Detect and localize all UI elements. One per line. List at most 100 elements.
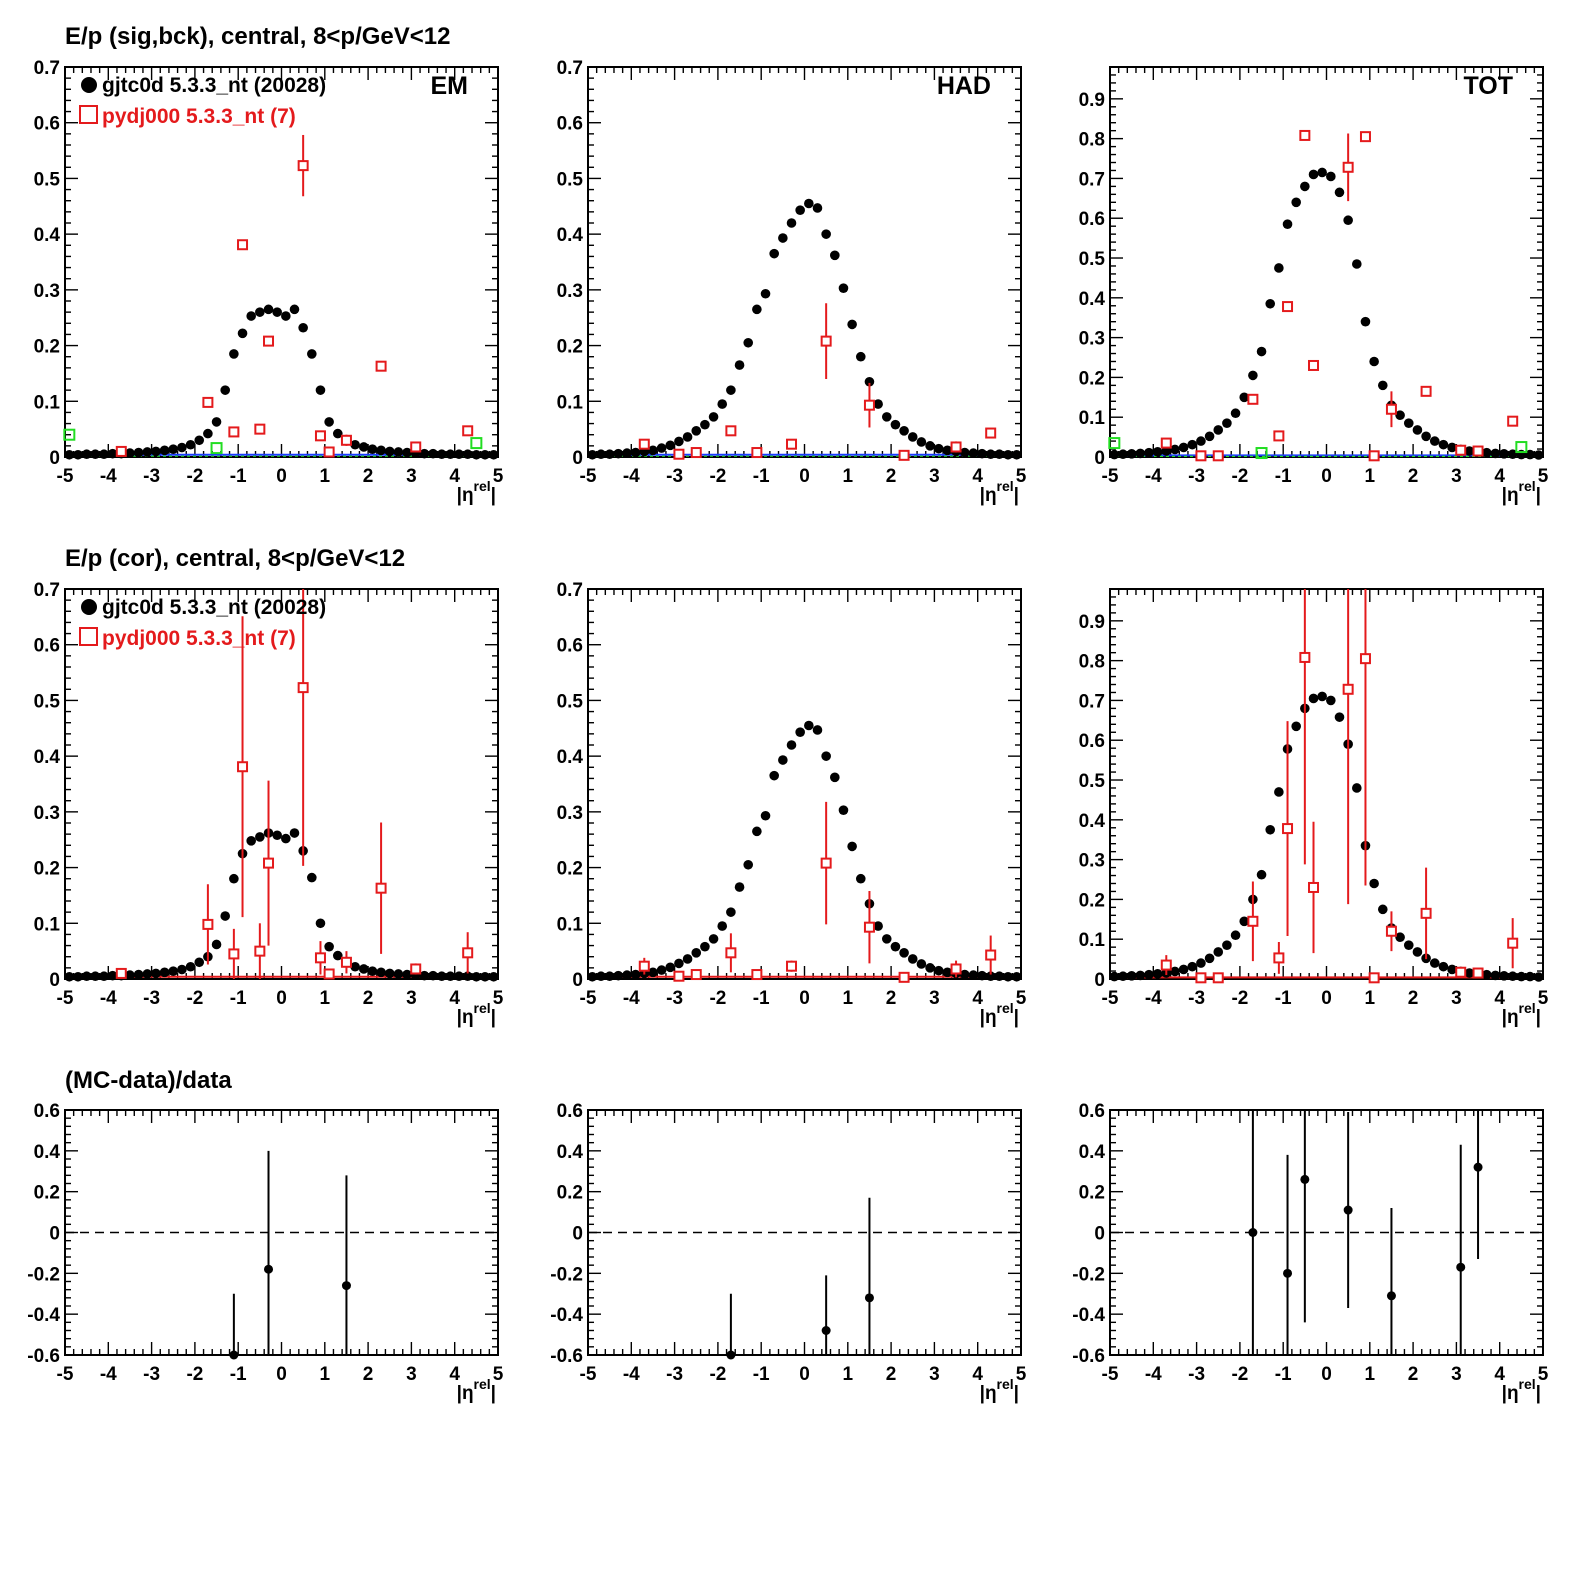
x-tick-label: -1 xyxy=(230,466,247,487)
mc-point xyxy=(1282,823,1294,835)
x-axis-title-sup: rel xyxy=(1519,1376,1536,1392)
x-axis-title-base: |η xyxy=(980,1383,997,1404)
y-tick-label: 0 xyxy=(1094,1224,1105,1245)
y-tick-label: 0.4 xyxy=(1079,289,1106,310)
mc-point xyxy=(228,948,240,960)
x-tick-label: -5 xyxy=(580,1364,597,1385)
data-point xyxy=(298,322,308,333)
data-point xyxy=(263,304,274,315)
mc-point xyxy=(690,969,702,981)
data-point xyxy=(185,961,196,972)
data-point xyxy=(1499,971,1509,981)
y-tick-label: 0 xyxy=(49,1224,60,1245)
data-point xyxy=(890,419,901,430)
mc-point xyxy=(786,960,798,972)
data-point xyxy=(1126,449,1137,459)
data-point xyxy=(786,740,797,750)
ratio-point xyxy=(1283,1268,1293,1278)
ratio-point xyxy=(864,1293,874,1303)
x-tick-label: 0 xyxy=(1321,988,1332,1009)
x-axis-title: |ηrel| xyxy=(1502,1376,1541,1404)
data-point xyxy=(142,969,153,979)
mc-point xyxy=(323,446,335,458)
mc-point xyxy=(985,427,997,439)
data-point xyxy=(648,445,658,456)
green-point xyxy=(1108,437,1121,450)
data-point xyxy=(229,349,239,359)
ratio-point xyxy=(1300,1174,1310,1184)
data-point xyxy=(358,442,369,452)
ratio-point xyxy=(1386,1291,1396,1301)
y-tick-label: 0.5 xyxy=(1079,249,1106,270)
data-point xyxy=(1499,449,1509,459)
y-tick-label: 0.2 xyxy=(557,1183,583,1204)
ratio-point xyxy=(1473,1162,1483,1172)
data-point xyxy=(1516,971,1527,982)
data-point xyxy=(665,440,676,451)
data-point xyxy=(1109,449,1120,460)
data-point xyxy=(630,969,641,980)
x-axis-title: |ηrel| xyxy=(980,478,1019,506)
y-tick-label: -0.2 xyxy=(550,1264,583,1285)
x-tick-label: -3 xyxy=(666,1364,683,1385)
x-tick-label: 4 xyxy=(972,1364,983,1385)
data-point xyxy=(1109,971,1120,982)
ratio-point xyxy=(341,1281,351,1291)
data-point xyxy=(1525,971,1535,982)
data-point xyxy=(358,964,369,974)
mc-point xyxy=(1308,359,1320,371)
data-point xyxy=(168,444,179,455)
legend-mc-label: pydj000 5.3.3_nt (7) xyxy=(102,105,296,128)
data-point xyxy=(942,967,953,978)
data-point xyxy=(350,961,360,972)
data-point xyxy=(220,911,231,921)
data-point xyxy=(177,442,187,453)
data-point xyxy=(64,971,75,982)
data-point xyxy=(471,449,482,460)
data-point xyxy=(1178,442,1189,453)
x-tick-label: 2 xyxy=(886,1364,897,1385)
data-point xyxy=(812,725,823,735)
y-tick-label: 0.7 xyxy=(1079,691,1105,712)
data-point xyxy=(436,971,447,982)
data-point xyxy=(367,444,378,455)
x-axis-title-end: | xyxy=(491,1383,496,1404)
data-point xyxy=(708,412,719,422)
data-point xyxy=(488,449,499,460)
data-point xyxy=(1204,431,1215,442)
mc-point xyxy=(1195,972,1207,984)
mc-point xyxy=(1212,450,1224,462)
x-tick-label: 2 xyxy=(1408,466,1419,487)
mc-point xyxy=(263,857,275,869)
data-point xyxy=(445,449,456,460)
panels-group: -5 -4 -3 -2 -1 0 1 2 3 4 5 0 0.1 0.2 0.3 0.4 0.5 0.6 0.7 |η… xyxy=(27,58,1548,1404)
data-point xyxy=(682,954,693,964)
data-point xyxy=(968,970,979,980)
y-tick-label: 0.5 xyxy=(34,169,61,190)
y-tick-label: 0.6 xyxy=(1079,1101,1105,1122)
x-tick-label: -4 xyxy=(100,1364,117,1385)
data-point xyxy=(1447,964,1457,975)
mc-point xyxy=(751,447,763,459)
data-point xyxy=(604,971,615,982)
data-point xyxy=(700,419,710,430)
y-tick-label: 0.7 xyxy=(557,58,583,79)
data-point xyxy=(1187,439,1198,450)
x-tick-label: 0 xyxy=(1321,466,1332,487)
y-tick-label: 0.1 xyxy=(557,392,584,413)
data-point xyxy=(376,967,386,978)
data-point xyxy=(1196,958,1206,968)
data-point xyxy=(419,448,430,459)
legend-data-label: gjtc0d 5.3.3_nt (20028) xyxy=(102,74,326,97)
data-point xyxy=(1161,446,1172,456)
data-point xyxy=(428,970,438,981)
data-point xyxy=(1274,263,1284,273)
data-point xyxy=(942,445,953,456)
data-point xyxy=(873,921,883,931)
ratio-point xyxy=(264,1264,274,1274)
x-tick-label: -2 xyxy=(186,1364,203,1385)
x-tick-label: 1 xyxy=(843,988,854,1009)
x-tick-label: 2 xyxy=(363,1364,374,1385)
data-point xyxy=(462,449,473,460)
data-point xyxy=(1412,425,1423,435)
